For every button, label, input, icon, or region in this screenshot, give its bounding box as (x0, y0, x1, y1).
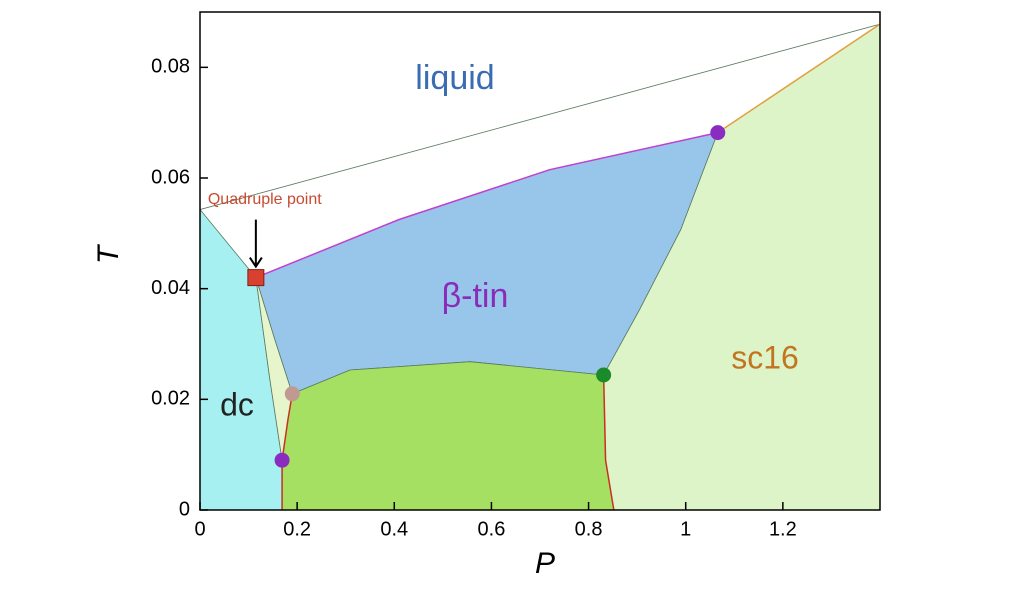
region-label: liquid (415, 59, 494, 97)
x-tick-label: 1 (680, 518, 691, 540)
phase-region (281, 361, 615, 511)
phase-boundary (255, 131, 718, 279)
phase-boundary (281, 393, 294, 510)
region-label: sc16 (731, 339, 799, 375)
annotation: Quadruple point (208, 191, 322, 208)
y-axis-label: T (92, 243, 125, 264)
x-tick-label: 0.8 (575, 518, 603, 540)
y-tick-label: 0.02 (151, 388, 190, 410)
triple-point (284, 386, 300, 402)
x-tick-label: 0 (194, 518, 205, 540)
y-tick-label: 0.06 (151, 166, 190, 188)
plot-frame (199, 11, 881, 511)
triple-point (274, 452, 290, 468)
x-tick-label: 0.4 (380, 518, 408, 540)
region-label: dc (220, 386, 254, 422)
x-tick-label: 1.2 (769, 518, 797, 540)
x-tick-label: 0.2 (283, 518, 311, 540)
y-tick-label: 0.04 (151, 277, 190, 299)
x-tick-label: 0.6 (478, 518, 506, 540)
region-label: β-tin (442, 277, 509, 315)
x-axis-label: P (535, 547, 555, 580)
phase-boundary (717, 23, 881, 134)
phase-boundary (602, 374, 615, 511)
annotation-arrowhead (249, 257, 263, 269)
triple-point (596, 367, 612, 383)
triple-point (710, 125, 726, 141)
y-tick-label: 0 (179, 498, 190, 520)
y-tick-label: 0.08 (151, 56, 190, 78)
quadruple-point (247, 269, 265, 287)
